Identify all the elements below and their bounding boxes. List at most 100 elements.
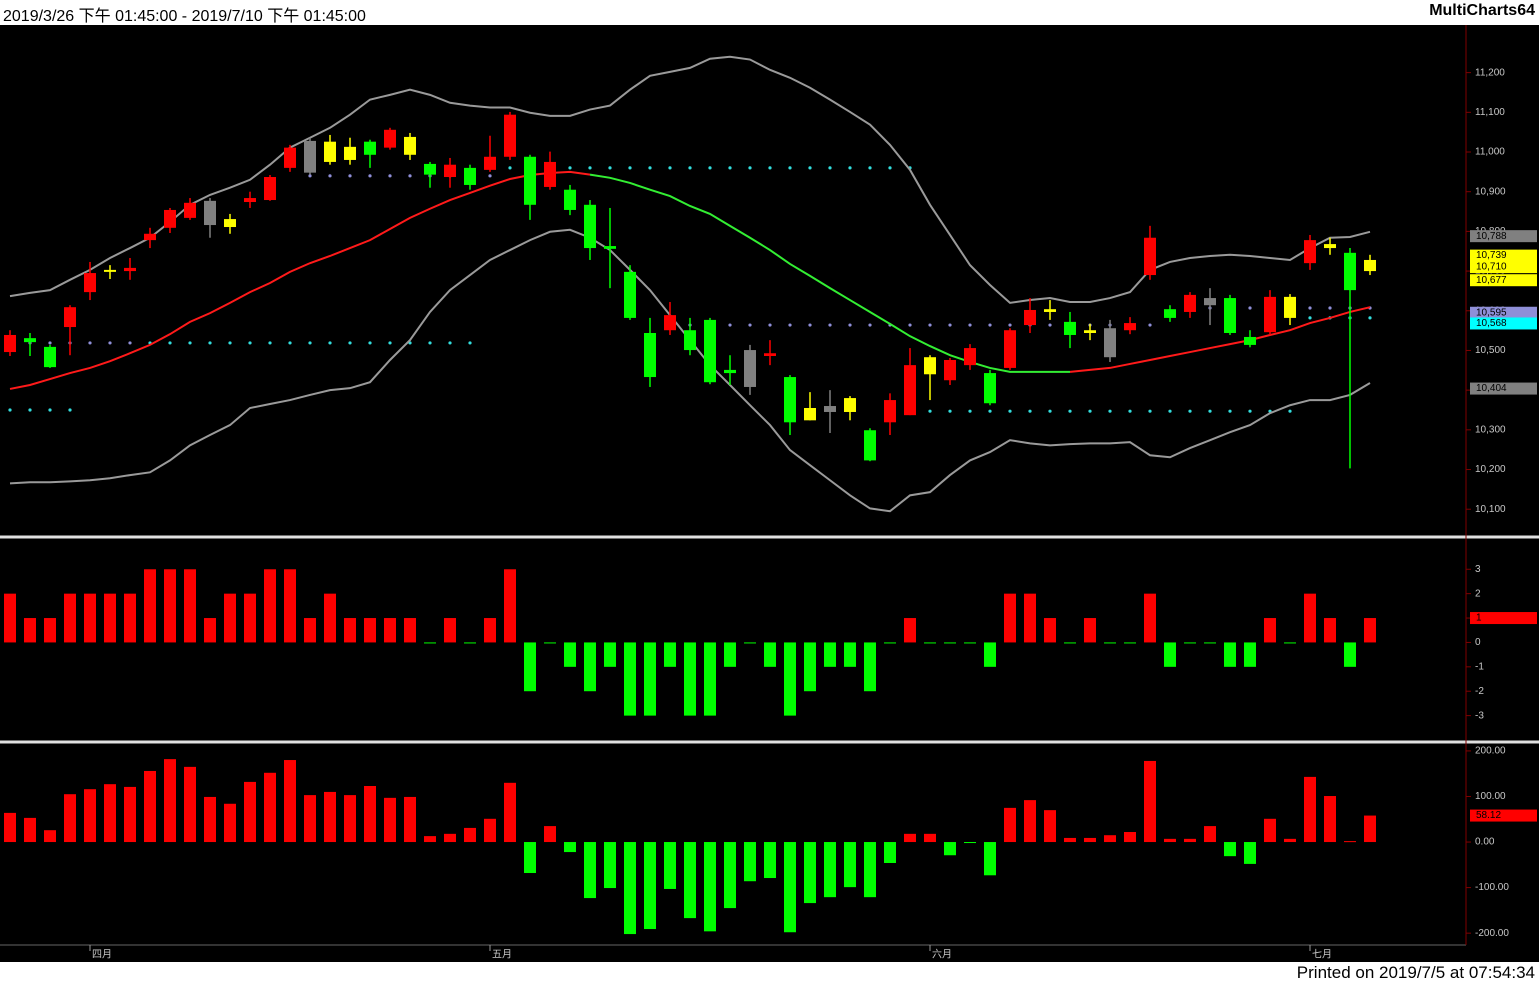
candle-body (1064, 321, 1076, 335)
level-dot (868, 323, 872, 327)
histogram-bar (884, 842, 896, 863)
histogram-bar (804, 642, 816, 692)
histogram-bar (764, 842, 776, 879)
candle-body (244, 198, 256, 203)
level-dot (588, 166, 592, 170)
histogram-bar (424, 836, 436, 843)
level-dot (388, 341, 392, 345)
histogram-bar (504, 569, 516, 643)
histogram-bar (144, 569, 156, 643)
histogram-bar (1124, 832, 1136, 843)
histogram-bar (1164, 642, 1176, 667)
value-tag (1470, 261, 1537, 274)
histogram-bar (584, 642, 596, 692)
y-tick-label: -2 (1475, 686, 1484, 697)
level-dot (388, 174, 392, 178)
histogram-bar (1244, 842, 1256, 864)
histogram-bar (344, 618, 356, 643)
level-dot (948, 323, 952, 327)
histogram-bar (584, 842, 596, 899)
value-tag (1470, 306, 1537, 319)
level-dot (788, 166, 792, 170)
histogram-bar (664, 642, 676, 667)
level-dot (728, 323, 732, 327)
level-dot (288, 341, 292, 345)
level-dot (1208, 409, 1212, 413)
histogram-bar (1224, 642, 1236, 667)
level-dot (1148, 323, 1152, 327)
candle-body (1164, 309, 1176, 318)
level-dot (248, 341, 252, 345)
histogram-bar (1024, 800, 1036, 843)
level-dot (1148, 409, 1152, 413)
histogram-bar (324, 791, 336, 843)
histogram-bar (1344, 642, 1356, 667)
histogram-bar (304, 795, 316, 843)
histogram-bar (1104, 835, 1116, 843)
histogram-bar (684, 842, 696, 919)
level-dot (828, 166, 832, 170)
y-tick-label: 3 (1475, 564, 1481, 575)
candle-body (964, 348, 976, 366)
candle-body (364, 141, 376, 155)
y-tick-label: -3 (1475, 710, 1484, 721)
histogram-bar (1004, 807, 1016, 843)
candle-body (204, 200, 216, 226)
indicator-line (589, 173, 1070, 373)
level-dot (448, 341, 452, 345)
histogram-bar (1184, 838, 1196, 843)
histogram-bar (244, 781, 256, 843)
candle-body (664, 315, 676, 331)
value-tag-label: 10,595 (1476, 307, 1507, 318)
histogram-bar (784, 842, 796, 933)
value-tag-label: 10,710 (1476, 262, 1507, 273)
level-dot (1048, 323, 1052, 327)
histogram-bar (164, 759, 176, 843)
candle-body (44, 346, 56, 368)
level-dot (328, 341, 332, 345)
histogram-bar (704, 642, 716, 716)
histogram-bar (904, 618, 916, 643)
histogram-bar (1084, 837, 1096, 843)
level-dot (768, 323, 772, 327)
value-tag (1470, 612, 1537, 625)
level-dot (368, 341, 372, 345)
candle-body (144, 233, 156, 241)
level-dot (488, 174, 492, 178)
histogram-bar (984, 842, 996, 876)
level-dot (368, 174, 372, 178)
histogram-bar (444, 618, 456, 643)
histogram-bar (1364, 815, 1376, 843)
value-tag (1470, 317, 1537, 330)
level-dot (468, 341, 472, 345)
candle-body (1144, 237, 1156, 276)
level-dot (48, 341, 52, 345)
histogram-bar (744, 642, 756, 644)
histogram-bar (1024, 593, 1036, 643)
histogram-bar (1344, 841, 1356, 843)
histogram-bar (364, 786, 376, 843)
level-dot (1308, 306, 1312, 310)
level-dot (1188, 409, 1192, 413)
footer: Printed on 2019/7/5 at 07:54:34 (1296, 963, 1535, 982)
histogram-bar (404, 618, 416, 643)
candle-body (1344, 252, 1356, 291)
histogram-bar (1204, 826, 1216, 843)
y-tick-label: 11,100 (1475, 107, 1505, 118)
histogram-bar (344, 795, 356, 843)
histogram-bar (1064, 837, 1076, 843)
chart-background (0, 25, 1539, 962)
level-dot (1008, 323, 1012, 327)
value-tag-label: 10,568 (1476, 318, 1507, 329)
histogram-bar (664, 842, 676, 889)
histogram-bar (384, 618, 396, 643)
histogram-bar (484, 618, 496, 643)
candle-body (544, 161, 556, 187)
y-tick-label: 10,900 (1475, 186, 1506, 197)
histogram-bar (464, 827, 476, 843)
header-bar: 2019/3/26 下午 01:45:00 - 2019/7/10 下午 01:… (0, 0, 1539, 25)
histogram-bar (744, 842, 756, 882)
histogram-bar (1324, 618, 1336, 643)
candle-body (784, 377, 796, 423)
candle-body (584, 204, 596, 249)
